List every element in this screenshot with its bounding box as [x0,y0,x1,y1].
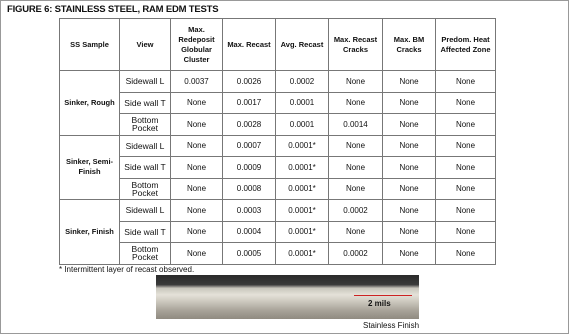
table-row: Bottom Pocket None 0.0005 0.0001* 0.0002 None… [60,242,496,265]
value-cell: None [435,113,496,136]
header-cell: Predom. Heat Affected Zone [435,18,496,71]
value-cell: None [328,220,383,243]
value-cell: None [382,242,436,265]
value-cell: None [382,70,436,93]
value-cell: None [382,134,436,157]
value-cell: None [382,113,436,136]
value-cell: None [170,242,223,265]
view-cell: Side wall T [119,156,171,179]
view-cell: Sidewall L [119,134,171,157]
value-cell: None [170,91,223,114]
value-cell: None [170,177,223,200]
footnote: * Intermittent layer of recast observed. [59,265,195,274]
value-cell: None [170,199,223,222]
view-cell: Side wall T [119,91,171,114]
view-cell: Side wall T [119,220,171,243]
view-cell: Bottom Pocket [119,242,171,265]
value-cell: 0.0001 [275,113,329,136]
header-cell: Max. Redeposit Globular Cluster [170,18,223,71]
value-cell: 0.0003 [222,199,276,222]
value-cell: None [328,156,383,179]
table-row: Sinker, Finish Sidewall L None 0.0003 0.0001… [59,199,496,265]
value-cell: 0.0017 [222,91,276,114]
header-cell: Max. Recast [222,18,276,71]
micrograph: 2 mils [156,275,419,319]
photo-caption: Stainless Finish [363,321,420,330]
table-row: Sinker, Rough Sidewall L 0.0037 0.0026 0.000… [59,70,496,136]
value-cell: 0.0001 [275,91,329,114]
value-cell: None [435,91,496,114]
header-cell: Avg. Recast [275,18,329,71]
header-cell: View [119,18,171,71]
value-cell: 0.0001* [275,242,329,265]
table-header: SS Sample View Max. Redeposit Globular Clu… [59,18,496,71]
table-row: Sinker, Semi-Finish Sidewall L None 0.0007 0… [59,134,496,200]
value-cell: None [435,220,496,243]
value-cell: None [435,199,496,222]
value-cell: None [382,177,436,200]
value-cell: None [382,91,436,114]
value-cell: None [170,113,223,136]
value-cell: 0.0002 [328,199,383,222]
value-cell: None [435,156,496,179]
scale-bar [354,295,412,296]
value-cell: None [328,70,383,93]
value-cell: 0.0001* [275,220,329,243]
table-body: Sinker, Rough Sidewall L 0.0037 0.0026 0.000… [59,70,496,265]
view-cell: Sidewall L [119,199,171,222]
value-cell: None [170,156,223,179]
value-cell: 0.0001* [275,177,329,200]
table-row: Bottom Pocket None 0.0008 0.0001* None None No… [60,177,496,200]
value-cell: None [435,70,496,93]
sample-cell: Sinker, Finish [59,199,120,265]
value-cell: None [328,177,383,200]
value-cell: 0.0026 [222,70,276,93]
value-cell: 0.0037 [170,70,223,93]
view-cell: Bottom Pocket [119,113,171,136]
value-cell: 0.0002 [328,242,383,265]
value-cell: None [328,91,383,114]
value-cell: 0.0001* [275,134,329,157]
value-cell: None [435,177,496,200]
header-cell: Max. Recast Cracks [328,18,383,71]
table-row: Bottom Pocket None 0.0028 0.0001 0.0014 None N… [60,113,496,136]
view-cell: Bottom Pocket [119,177,171,200]
value-cell: None [435,134,496,157]
header-cell: SS Sample [59,18,120,71]
value-cell: 0.0009 [222,156,276,179]
sample-cell: Sinker, Semi-Finish [59,134,120,200]
value-cell: None [435,242,496,265]
header-row: SS Sample View Max. Redeposit Globular Clu… [59,18,496,71]
value-cell: 0.0008 [222,177,276,200]
scale-label: 2 mils [368,299,391,308]
table-row: Side wall T None 0.0009 0.0001* None None None [60,156,496,179]
value-cell: None [170,134,223,157]
table-row: Side wall T None 0.0017 0.0001 None None None [60,91,496,114]
value-cell: 0.0028 [222,113,276,136]
results-table: SS Sample View Max. Redeposit Globular Clu… [59,18,496,265]
value-cell: 0.0002 [275,70,329,93]
figure-title: FIGURE 6: STAINLESS STEEL, RAM EDM TESTS [7,4,219,15]
value-cell: None [382,220,436,243]
value-cell: 0.0007 [222,134,276,157]
sample-cell: Sinker, Rough [59,70,120,136]
value-cell: 0.0005 [222,242,276,265]
view-cell: Sidewall L [119,70,171,93]
value-cell: None [328,134,383,157]
value-cell: 0.0001* [275,156,329,179]
value-cell: None [382,199,436,222]
value-cell: None [382,156,436,179]
value-cell: 0.0014 [328,113,383,136]
value-cell: 0.0001* [275,199,329,222]
table-row: Side wall T None 0.0004 0.0001* None None None [60,220,496,243]
value-cell: None [170,220,223,243]
header-cell: Max. BM Cracks [382,18,436,71]
value-cell: 0.0004 [222,220,276,243]
